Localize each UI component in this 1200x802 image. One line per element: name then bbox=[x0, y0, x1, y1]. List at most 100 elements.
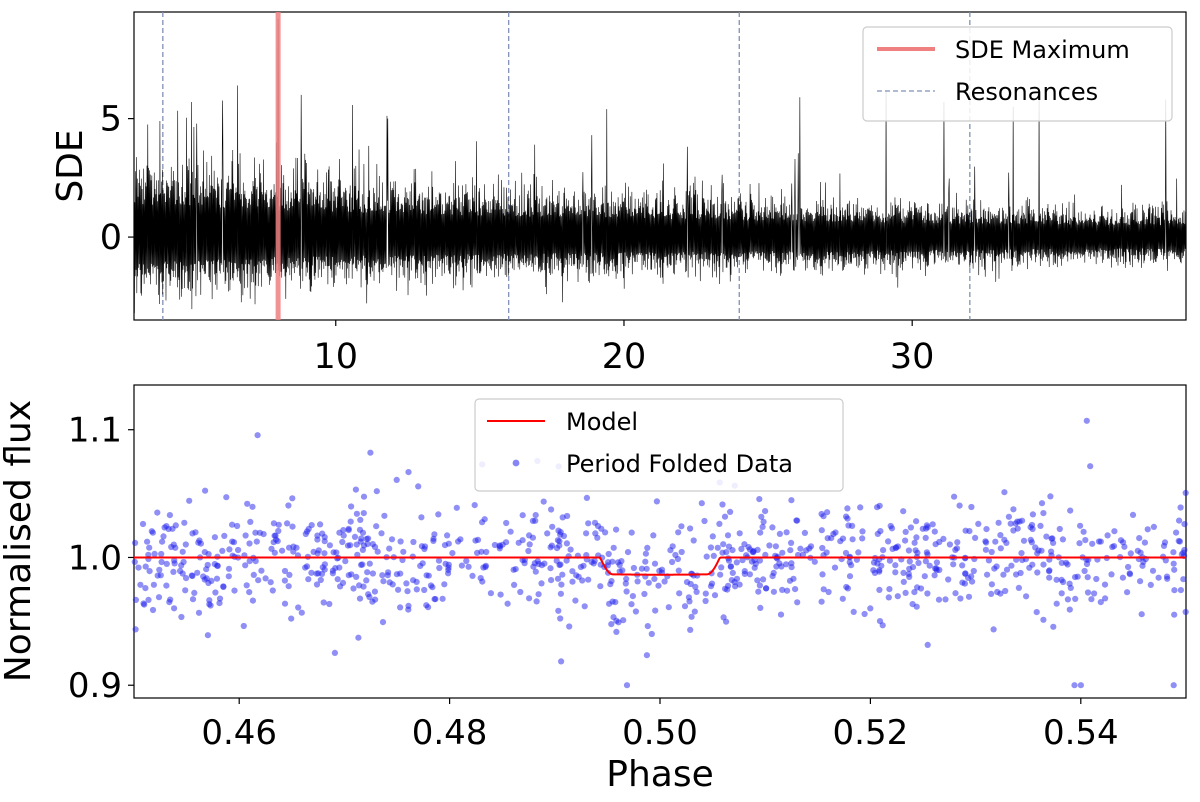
data-point bbox=[503, 519, 510, 527]
data-point bbox=[1176, 517, 1183, 524]
lightcurve-x-tick-label: 0.46 bbox=[201, 713, 277, 753]
data-point bbox=[623, 575, 630, 583]
data-point bbox=[794, 599, 801, 606]
data-point bbox=[803, 547, 810, 554]
data-point bbox=[1010, 527, 1017, 534]
data-point bbox=[157, 572, 164, 579]
lightcurve-y-tick-label: 0.9 bbox=[68, 666, 122, 706]
data-point bbox=[556, 561, 563, 569]
data-point bbox=[445, 540, 452, 547]
data-point bbox=[811, 558, 818, 565]
data-point bbox=[1177, 587, 1184, 594]
data-point bbox=[932, 541, 939, 548]
data-point bbox=[1072, 595, 1079, 603]
data-point bbox=[727, 563, 735, 570]
data-point bbox=[710, 552, 717, 560]
data-point bbox=[381, 512, 388, 519]
data-point bbox=[449, 550, 456, 557]
data-point bbox=[874, 504, 881, 511]
data-point bbox=[415, 483, 422, 490]
data-point bbox=[653, 498, 661, 505]
data-point bbox=[837, 538, 844, 545]
data-point bbox=[1141, 539, 1148, 546]
lightcurve-x-tick-label: 0.48 bbox=[412, 713, 488, 753]
data-point bbox=[521, 560, 528, 567]
data-point bbox=[207, 602, 214, 609]
data-point bbox=[541, 560, 548, 567]
data-point bbox=[560, 532, 568, 540]
data-point bbox=[823, 549, 830, 556]
data-point bbox=[824, 535, 831, 542]
data-point bbox=[427, 582, 435, 589]
data-point bbox=[1104, 532, 1111, 539]
data-point bbox=[246, 540, 253, 547]
data-point bbox=[163, 560, 170, 568]
data-point bbox=[268, 545, 275, 552]
data-point bbox=[530, 563, 537, 570]
data-point bbox=[1020, 537, 1028, 544]
data-point bbox=[623, 682, 631, 689]
data-point bbox=[1013, 571, 1020, 578]
data-point bbox=[515, 539, 522, 546]
data-point bbox=[171, 557, 178, 564]
data-point bbox=[905, 570, 912, 578]
data-point bbox=[219, 547, 226, 555]
data-point bbox=[770, 588, 778, 595]
data-point bbox=[532, 517, 539, 524]
data-point bbox=[314, 550, 321, 557]
data-point bbox=[669, 558, 676, 566]
data-point bbox=[525, 547, 532, 555]
data-point bbox=[597, 583, 604, 590]
data-point bbox=[613, 526, 620, 533]
data-point bbox=[1171, 587, 1178, 594]
data-point bbox=[149, 606, 157, 614]
data-point bbox=[517, 588, 524, 596]
data-point bbox=[532, 511, 539, 519]
data-point bbox=[194, 569, 201, 576]
data-point bbox=[149, 529, 156, 536]
data-point bbox=[295, 604, 302, 611]
data-point bbox=[929, 521, 936, 528]
data-point bbox=[772, 543, 780, 550]
data-point bbox=[1033, 609, 1040, 616]
sde-x-tick-label: 10 bbox=[313, 337, 358, 377]
data-point bbox=[687, 626, 694, 634]
data-point bbox=[580, 562, 587, 569]
sde-y-tick-label: 0 bbox=[100, 218, 122, 258]
data-point bbox=[213, 575, 221, 582]
data-point bbox=[1010, 506, 1017, 513]
data-point bbox=[497, 591, 504, 598]
data-point bbox=[799, 551, 807, 558]
data-point bbox=[824, 509, 831, 516]
data-point bbox=[444, 532, 451, 539]
data-point bbox=[1089, 540, 1096, 547]
data-point bbox=[793, 517, 800, 524]
data-point bbox=[1028, 521, 1036, 529]
data-point bbox=[258, 567, 265, 574]
data-point bbox=[969, 578, 976, 585]
data-point bbox=[965, 593, 973, 600]
data-point bbox=[378, 530, 385, 537]
data-point bbox=[393, 571, 400, 578]
data-point bbox=[313, 581, 321, 588]
data-point bbox=[931, 572, 938, 579]
data-point bbox=[1000, 571, 1007, 578]
data-point bbox=[1129, 511, 1137, 518]
data-point bbox=[533, 598, 540, 605]
sde-x-tick-label: 20 bbox=[602, 337, 647, 377]
data-point bbox=[1056, 525, 1063, 533]
data-point bbox=[1171, 566, 1178, 573]
data-point bbox=[724, 532, 732, 539]
data-point bbox=[1053, 600, 1060, 607]
data-point bbox=[867, 605, 874, 612]
data-point bbox=[510, 581, 518, 589]
data-point bbox=[240, 622, 247, 630]
data-point bbox=[373, 523, 380, 530]
data-point bbox=[360, 583, 367, 590]
data-point bbox=[733, 575, 741, 582]
data-point bbox=[400, 548, 407, 555]
data-point bbox=[329, 567, 336, 574]
data-point bbox=[395, 586, 402, 593]
data-point bbox=[347, 518, 354, 525]
data-point bbox=[463, 557, 470, 565]
